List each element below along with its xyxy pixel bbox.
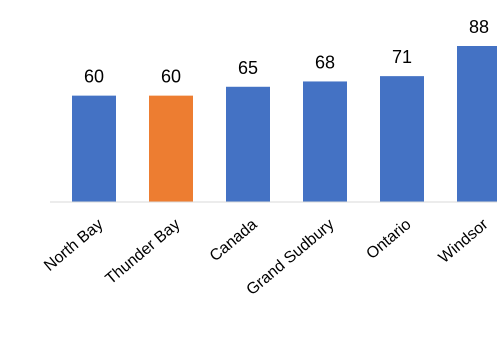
data-labels-group: 60 60 65 68 71 88 — [84, 17, 489, 87]
bar-north-bay — [72, 95, 116, 202]
data-label-windsor: 88 — [469, 17, 489, 37]
data-label-thunder-bay: 60 — [161, 67, 181, 87]
data-label-ontario: 71 — [392, 47, 412, 67]
data-label-canada: 65 — [238, 58, 258, 78]
bar-windsor — [457, 46, 497, 202]
bar-ontario — [380, 76, 424, 202]
category-label-thunder-bay: Thunder Bay — [102, 216, 183, 288]
data-label-grand-sudbury: 68 — [315, 52, 335, 72]
category-label-north-bay: North Bay — [41, 216, 106, 275]
category-label-windsor: Windsor — [436, 216, 492, 267]
bar-canada — [226, 86, 270, 202]
bar-thunder-bay — [149, 95, 193, 202]
category-label-canada: Canada — [207, 216, 261, 265]
bars-group — [72, 46, 497, 202]
data-label-north-bay: 60 — [84, 67, 104, 87]
category-label-ontario: Ontario — [363, 216, 414, 263]
bar-grand-sudbury — [303, 81, 347, 202]
